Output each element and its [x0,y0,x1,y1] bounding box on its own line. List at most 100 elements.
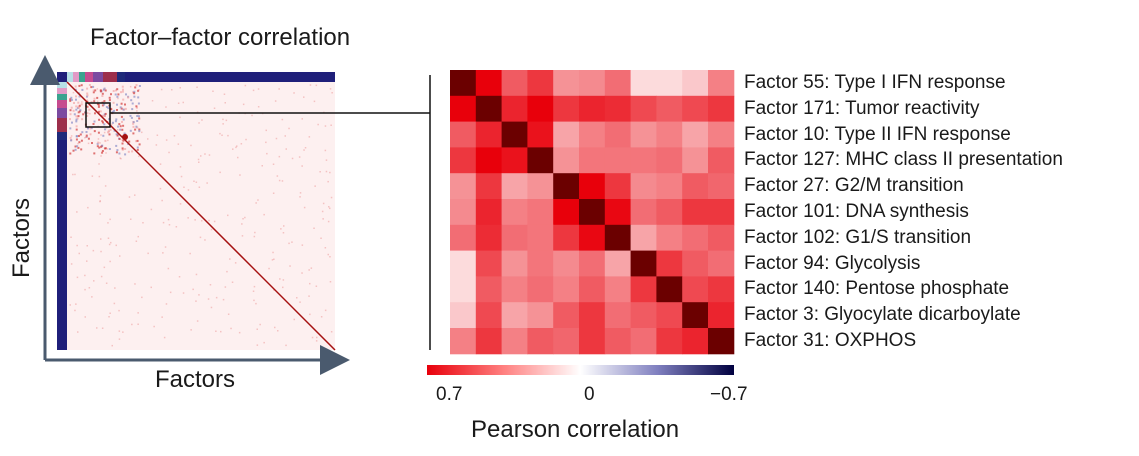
overview-speckle [98,175,101,178]
overview-noise [120,91,122,94]
overview-speckle [105,127,108,129]
overview-noise [90,101,93,103]
overview-speckle [86,260,88,262]
overview-noise [75,125,78,128]
overview-speckle [285,344,287,347]
heatmap-cell [475,302,503,329]
overview-noise [77,146,80,149]
overview-speckle [201,220,203,222]
heatmap-cell [708,121,735,148]
overview-noise [78,106,81,109]
overview-noise [138,117,141,120]
heatmap-cell [682,224,709,252]
overview-speckle [159,187,162,190]
overview-speckle [190,144,192,147]
overview-speckle [134,194,136,196]
overview-noise [127,150,130,153]
top-cluster-segment [117,72,125,82]
overview-noise [121,120,123,123]
overview-noise [87,127,89,130]
heatmap-cell [501,121,528,148]
overview-speckle [108,131,110,133]
overview-speckle [136,110,138,112]
heatmap-cell [450,302,477,329]
overview-speckle [128,196,131,198]
overview-speckle [138,155,140,158]
overview-speckle [195,181,198,183]
overview-speckle [299,196,301,198]
overview-speckle [141,131,143,134]
row-label: Factor 101: DNA synthesis [744,201,969,222]
overview-speckle [101,327,104,329]
overview-speckle [178,276,181,278]
overview-speckle [215,296,218,299]
overview-speckle [242,218,244,220]
heatmap-cell [553,70,580,97]
overview-noise [107,107,110,110]
overview-noise [92,91,95,94]
heatmap-cell [501,173,528,200]
overview-speckle [190,329,192,331]
overview-speckle [100,250,102,253]
heatmap-cell [527,199,554,226]
overview-speckle [315,285,318,287]
heatmap-cell [708,302,735,329]
overview-speckle [301,272,303,274]
overview-speckle [84,274,86,277]
left-cluster-band [57,72,67,350]
overview-speckle [278,88,280,90]
overview-speckle [313,227,315,229]
overview-speckle [208,154,211,156]
overview-noise [75,95,77,98]
overview-noise [97,141,100,144]
overview-speckle [189,252,191,255]
heatmap-cell [708,224,735,252]
overview-speckle [100,275,103,278]
overview-noise [121,142,124,145]
overview-speckle [162,252,164,254]
overview-speckle [252,89,255,92]
overview-speckle [100,238,102,240]
heatmap-cell [604,302,632,329]
overview-noise [77,111,80,114]
overview-speckle [301,244,304,246]
overview-speckle [251,114,253,117]
overview-speckle [165,303,168,305]
overview-speckle [241,223,243,225]
overview-noise [70,96,73,99]
overview-speckle [163,336,166,339]
overview-noise [75,120,78,123]
overview-speckle [142,222,144,224]
overview-speckle [330,196,333,199]
overview-speckle [118,330,121,332]
overview-speckle [272,192,275,194]
overview-speckle [282,232,285,234]
heatmap-cell [682,276,709,303]
heatmap-cell [604,250,632,277]
overview-noise [108,118,111,121]
overview-speckle [74,173,76,176]
overview-noise [72,109,75,112]
overview-speckle [198,294,200,296]
overview-speckle [210,306,213,309]
heatmap-cell [682,328,709,355]
overview-speckle [213,220,216,223]
overview-speckle [283,225,285,227]
overview-speckle [195,273,198,276]
overview-noise [101,92,104,95]
overview-speckle [105,282,108,284]
overview-noise [131,150,134,153]
overview-noise [90,127,93,130]
x-axis-label: Factors [155,366,236,393]
overview-speckle [322,202,325,205]
heatmap-cell [475,121,503,148]
heatmap-cell [579,147,606,174]
heatmap-cell [501,70,528,97]
overview-speckle [328,206,330,208]
row-label: Factor 27: G2/M transition [744,175,964,197]
overview-speckle [299,192,302,194]
overview-noise [116,88,119,91]
overview-noise [117,125,120,128]
overview-noise [89,127,92,130]
overview-speckle [198,186,201,188]
